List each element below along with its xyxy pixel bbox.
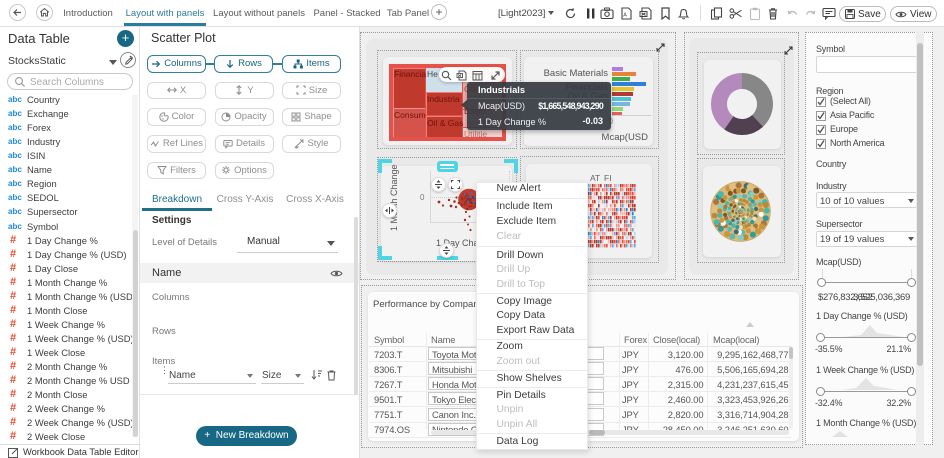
svg-text:A: A: [623, 13, 627, 19]
